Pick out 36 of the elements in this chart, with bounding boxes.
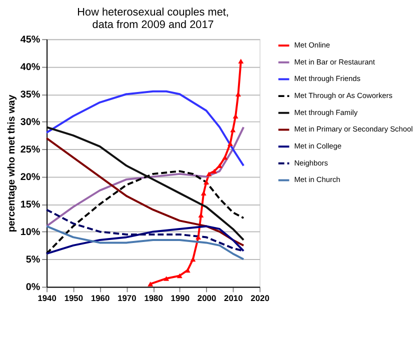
y-tick-label: 10%	[20, 227, 40, 238]
point	[200, 190, 206, 196]
point	[164, 276, 170, 281]
x-tick-label: 1990	[170, 293, 190, 304]
y-tick-label: 15%	[20, 200, 40, 211]
point	[148, 282, 154, 286]
point	[228, 141, 233, 146]
y-tick-label: 30%	[20, 117, 40, 128]
chart-title: How heterosexual couples met, data from 2009 and 2017	[77, 6, 229, 32]
y-tick-label: 40%	[20, 62, 40, 74]
point	[222, 155, 228, 160]
y-tick-label: 0%	[26, 282, 40, 294]
x-tick-label: 1940	[38, 293, 57, 304]
line-series	[46, 90, 245, 167]
x-tick-label: 1980	[144, 293, 164, 304]
x-tick-label: 1950	[64, 293, 84, 304]
x-tick-label: 2000	[197, 293, 216, 304]
point	[238, 58, 244, 64]
y-tick-label: 5%	[26, 254, 40, 266]
x-tick-label: 1970	[118, 293, 137, 304]
y-axis-title: percentage who met this way	[6, 94, 18, 232]
y-tick-label: 45%	[20, 34, 40, 46]
point	[230, 128, 236, 132]
point	[212, 168, 217, 174]
y-tick-label: 20%	[20, 172, 40, 184]
point	[176, 273, 182, 278]
y-tick-label: 35%	[20, 90, 40, 101]
point	[204, 180, 209, 185]
x-tick-label: 2020	[250, 293, 270, 304]
y-tick-label: 25%	[20, 144, 40, 156]
x-tick-label: 1960	[90, 293, 110, 304]
line-series	[46, 225, 245, 255]
x-tick-label: 2010	[224, 293, 244, 304]
line-series	[46, 225, 245, 260]
point	[206, 172, 212, 176]
point	[196, 234, 202, 240]
